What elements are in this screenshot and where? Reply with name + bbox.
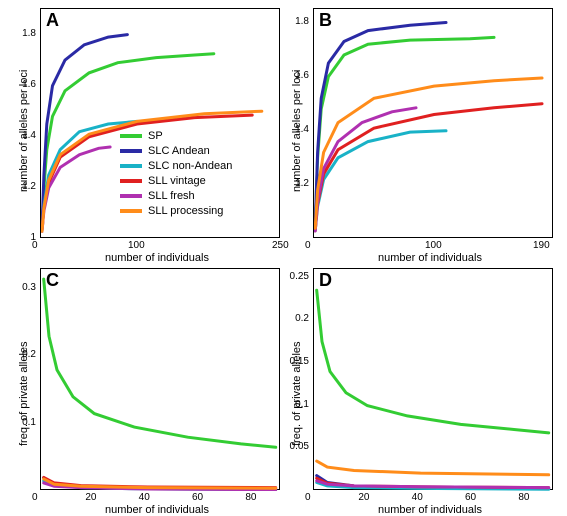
xtick: 40 (139, 492, 150, 503)
xtick: 0 (32, 492, 38, 503)
ytick: 0.2 (22, 349, 36, 360)
xtick: 0 (305, 240, 311, 251)
series-SLL_processing (44, 479, 276, 488)
legend-item-SLC_Andean: SLC Andean (120, 143, 232, 158)
xtick: 40 (412, 492, 423, 503)
legend-item-SLL_processing: SLL processing (120, 203, 232, 218)
legend-swatch-icon (120, 179, 142, 183)
panel-b (313, 8, 553, 238)
legend-swatch-icon (120, 149, 142, 153)
ytick: 1.2 (295, 178, 309, 189)
ytick: 0.25 (290, 271, 309, 282)
series-SP (44, 279, 276, 447)
xtick: 80 (245, 492, 256, 503)
panel-label-a: A (46, 10, 59, 31)
legend-item-SP: SP (120, 128, 232, 143)
ytick: 0.2 (295, 313, 309, 324)
legend-swatch-icon (120, 134, 142, 138)
ytick: 0.1 (295, 399, 309, 410)
xtick: 60 (465, 492, 476, 503)
panel-label-d: D (319, 270, 332, 291)
legend-item-SLC_nonAndean: SLC non-Andean (120, 158, 232, 173)
series-SLL_processing (317, 461, 549, 475)
legend-label: SLL vintage (148, 175, 206, 187)
ytick: 0.3 (22, 282, 36, 293)
ytick: 1.8 (295, 16, 309, 27)
ytick: 1.4 (22, 130, 36, 141)
panel-c (40, 268, 280, 490)
legend-swatch-icon (120, 164, 142, 168)
ytick: 1.8 (22, 28, 36, 39)
ytick: 1.6 (295, 70, 309, 81)
ytick: 0.1 (22, 417, 36, 428)
legend-label: SLL processing (148, 205, 223, 217)
ytick: 0.15 (290, 356, 309, 367)
panel-label-b: B (319, 10, 332, 31)
panel-d (313, 268, 553, 490)
xlabel-a: number of individuals (105, 252, 209, 264)
legend-swatch-icon (120, 209, 142, 213)
legend-swatch-icon (120, 194, 142, 198)
legend-item-SLL_vintage: SLL vintage (120, 173, 232, 188)
legend-label: SP (148, 130, 163, 142)
xlabel-b: number of individuals (378, 252, 482, 264)
legend-label: SLC Andean (148, 145, 210, 157)
panel-label-c: C (46, 270, 59, 291)
ytick: 1.4 (295, 124, 309, 135)
xtick: 190 (533, 240, 550, 251)
ytick: 0.05 (290, 441, 309, 452)
series-SP (317, 290, 549, 433)
legend-item-SLL_fresh: SLL fresh (120, 188, 232, 203)
ytick: 1.2 (22, 181, 36, 192)
series-SLL_vintage (315, 104, 542, 231)
xtick: 0 (305, 492, 311, 503)
xtick: 100 (425, 240, 442, 251)
xtick: 100 (128, 240, 145, 251)
legend-label: SLL fresh (148, 190, 195, 202)
legend: SP SLC Andean SLC non-Andean SLL vintage SLL… (120, 128, 232, 218)
xtick: 0 (32, 240, 38, 251)
xtick: 80 (518, 492, 529, 503)
series-SLC_Andean (315, 23, 446, 226)
xtick: 60 (192, 492, 203, 503)
xtick: 250 (272, 240, 289, 251)
legend-label: SLC non-Andean (148, 160, 232, 172)
xtick: 20 (358, 492, 369, 503)
series-SP (315, 37, 494, 225)
xtick: 20 (85, 492, 96, 503)
ytick: 1.6 (22, 79, 36, 90)
xlabel-c: number of individuals (105, 504, 209, 516)
xlabel-d: number of individuals (378, 504, 482, 516)
series-SLL_fresh (42, 147, 110, 231)
